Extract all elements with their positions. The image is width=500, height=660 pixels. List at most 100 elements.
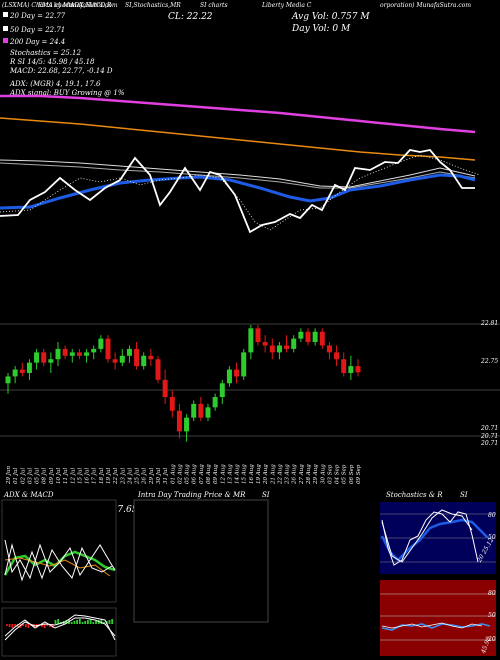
candle-body (226, 369, 232, 384)
adx-signal-label: ADX signal: BUY Growing @ 1% (10, 89, 125, 97)
macd-bar (92, 622, 95, 624)
header-seg: EMA charts (38, 2, 74, 9)
macd-bar (46, 624, 49, 626)
macd-bar (22, 624, 24, 626)
macd-bar (95, 621, 97, 624)
stoch-white-line (381, 511, 479, 566)
rsi-panel (380, 580, 496, 656)
ema50-label: 50 Day = 22.71 (10, 26, 66, 34)
macd-bar (43, 624, 46, 628)
date-tick: 30 Jul (156, 468, 162, 484)
white-dotted-line (0, 154, 481, 231)
date-tick: 16 Aug (249, 464, 255, 484)
macd-bar (41, 624, 43, 627)
mrsi-panel-title-2: SI (262, 491, 270, 499)
date-tick: 27 Aug (299, 464, 305, 485)
rsi-label: R SI 14/5: 45.98 / 45.18 (10, 58, 95, 66)
date-tick: 05 Sep (342, 464, 348, 484)
macd-bar (78, 619, 81, 624)
date-tick: 15 Jul (77, 468, 83, 484)
macd-bar (11, 624, 14, 628)
date-tick: 08 Aug (206, 464, 212, 484)
date-tick: 25 Jul (135, 468, 141, 485)
white-price-line (0, 149, 475, 234)
date-tick: 07 Aug (199, 464, 205, 484)
date-tick: 31 Jul (163, 468, 169, 484)
date-tick: 03 Jul (27, 468, 33, 484)
rsi-white-line (381, 622, 483, 629)
day-volume: Day Vol: 0 M (292, 24, 351, 34)
candle-body (141, 355, 147, 367)
header-seg: SI,Stochastics,MR (125, 2, 181, 9)
candle-body (326, 345, 332, 353)
price-tick: 20.71 (481, 440, 499, 447)
macd-bar (54, 620, 57, 624)
date-tick: 29 Jun (6, 466, 12, 485)
date-tick: 12 Jul (70, 468, 76, 484)
date-tick: 06 Aug (192, 464, 198, 484)
macd-bar (8, 624, 11, 627)
candle-body (48, 359, 54, 363)
date-tick: 03 Sep (327, 464, 333, 484)
macd-bar (87, 620, 89, 624)
macd-bar (108, 620, 111, 624)
rsi-tick: 20 (488, 636, 496, 643)
price-tick: 20.71 (481, 433, 499, 440)
candles-group (5, 324, 361, 442)
date-tick: 18 Jul (99, 468, 105, 484)
mrsi-panel-title: Intra Day Trading Price & MR (138, 491, 246, 499)
adx-panel-title: ADX & MACD (4, 491, 54, 499)
date-tick: 22 Aug (277, 464, 283, 485)
candle-body (305, 331, 311, 343)
date-tick: 26 Aug (292, 464, 298, 485)
candle-body (319, 331, 325, 346)
header-seg: (LSXMA) Charts by MunafaSutra.com (2, 2, 118, 9)
candle-body (148, 355, 154, 360)
date-tick: 02 Aug (177, 464, 183, 484)
candle-body (112, 359, 118, 363)
candle-body (341, 359, 347, 373)
candle-body (312, 331, 318, 343)
candle-body (126, 348, 132, 356)
macd-bar (100, 619, 103, 624)
date-tick: 13 Aug (227, 464, 233, 484)
candle-body (198, 403, 204, 418)
macd-bar (65, 620, 68, 624)
adx-panel (1, 499, 117, 603)
date-tick: 29 Aug (313, 464, 319, 485)
header-seg: ADX,MACD,R (70, 2, 112, 9)
macd-bar (24, 624, 27, 627)
candle-body (212, 397, 218, 408)
date-tick: 28 Aug (306, 464, 312, 485)
candle-body (119, 355, 125, 363)
candle-body (169, 397, 175, 411)
date-tick: 09 Sep (356, 464, 362, 484)
candle-body (98, 338, 104, 349)
close-label: CL: 22.22 (168, 12, 213, 22)
macd-bar (103, 622, 105, 624)
candle-body (5, 376, 11, 384)
date-tick: 10 Jul (56, 468, 62, 484)
candle-body (234, 369, 240, 377)
candle-chart: 29 Jun 01 Jul 02 Jul 03 Jul 05 Jul 08 Jul 09 J… (0, 323, 500, 485)
macd-bar (70, 622, 73, 624)
date-tick: 19 Aug (256, 464, 262, 484)
candle-body (205, 407, 211, 418)
candle-body (19, 369, 25, 373)
date-tick: 30 Aug (320, 464, 326, 484)
candle-body (76, 352, 82, 356)
macd-bar (73, 621, 76, 624)
gray-ema-line (0, 162, 476, 189)
date-tick: 24 Jul (127, 468, 133, 485)
date-tick: 01 Aug (170, 464, 176, 484)
stoch-tick: 80 (488, 512, 496, 519)
stoch-tick: 50 (488, 534, 496, 541)
candle-body (276, 345, 282, 353)
magenta-ema200-line (0, 94, 476, 134)
candle-body (269, 345, 275, 353)
date-tick: 22 Jul (113, 468, 119, 485)
date-tick: 19 Jul (106, 468, 112, 484)
ema200-label: 200 Day = 24.4 (10, 38, 66, 46)
candle-body (176, 410, 182, 432)
